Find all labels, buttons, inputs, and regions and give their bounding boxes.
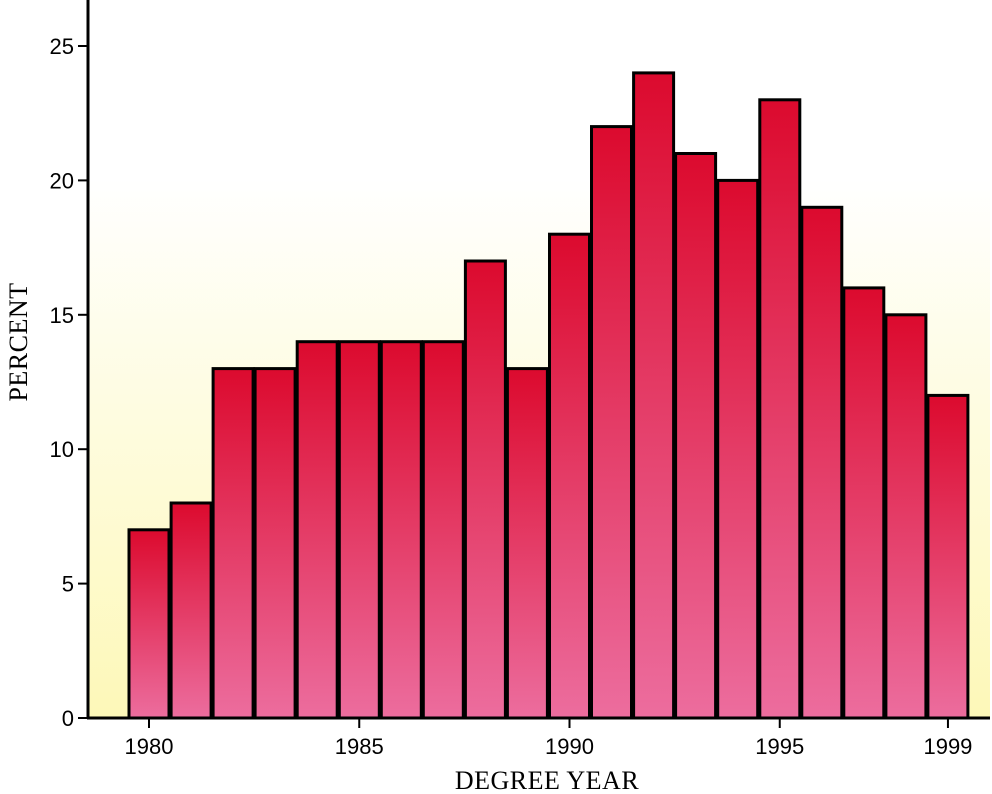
bar-1985 (337, 340, 381, 720)
y-tick-label-0: 0 (62, 706, 74, 731)
bar-1986 (379, 340, 423, 720)
bar-1989 (505, 367, 549, 720)
x-axis-title: DEGREE YEAR (455, 766, 640, 794)
bar-1980 (127, 528, 171, 720)
x-tick-label-1980: 1980 (125, 734, 174, 759)
bar-1984 (295, 340, 339, 720)
bar-1991 (590, 125, 633, 720)
bar-1997 (842, 286, 886, 720)
x-tick-label-1990: 1990 (545, 734, 594, 759)
x-tick-label-1985: 1985 (335, 734, 384, 759)
bar-1999 (926, 393, 970, 720)
bar-1990 (548, 232, 591, 720)
bar-1982 (211, 367, 255, 720)
y-axis-title: PERCENT (4, 282, 33, 401)
bar-1987 (421, 340, 465, 720)
y-tick-label-25: 25 (50, 34, 74, 59)
x-tick-label-1999: 1999 (923, 734, 972, 759)
x-axis-ticks: 1980 1985 1990 1995 1999 (125, 718, 972, 759)
bar-1994 (716, 178, 760, 720)
bar-1998 (884, 313, 928, 720)
bar-1988 (463, 259, 507, 720)
y-tick-label-10: 10 (50, 437, 74, 462)
x-tick-label-1995: 1995 (755, 734, 804, 759)
y-tick-label-5: 5 (62, 572, 74, 597)
bar-1992 (632, 71, 676, 720)
bar-1996 (800, 205, 844, 720)
bars-group (127, 71, 970, 720)
y-tick-label-15: 15 (50, 303, 74, 328)
y-axis-ticks: 0 5 10 15 20 25 (50, 34, 88, 731)
bar-1993 (674, 152, 718, 720)
bar-1983 (253, 367, 297, 720)
y-tick-label-20: 20 (50, 168, 74, 193)
bar-1995 (758, 98, 802, 720)
bar-1981 (169, 501, 213, 720)
